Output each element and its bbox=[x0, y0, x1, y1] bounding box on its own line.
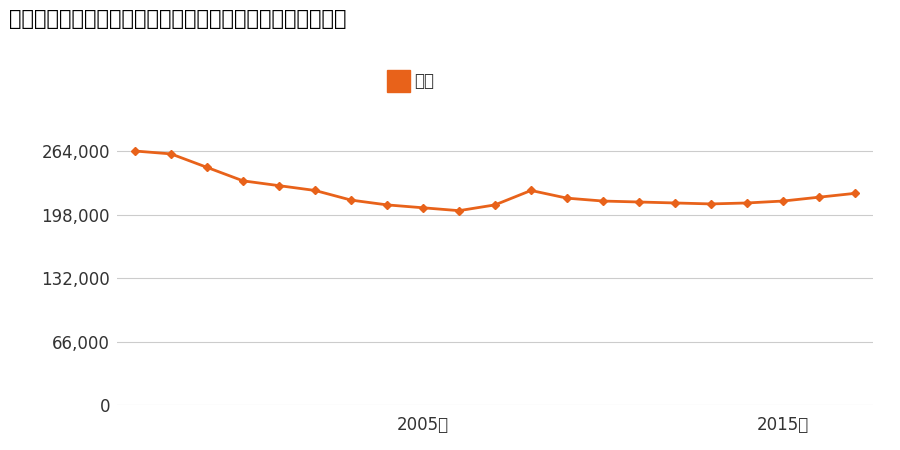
Text: 価格: 価格 bbox=[414, 72, 434, 90]
Text: 神奈川県藤沢市辻堂太平台２丁目５０６８番２２の地価推移: 神奈川県藤沢市辻堂太平台２丁目５０６８番２２の地価推移 bbox=[9, 9, 346, 29]
